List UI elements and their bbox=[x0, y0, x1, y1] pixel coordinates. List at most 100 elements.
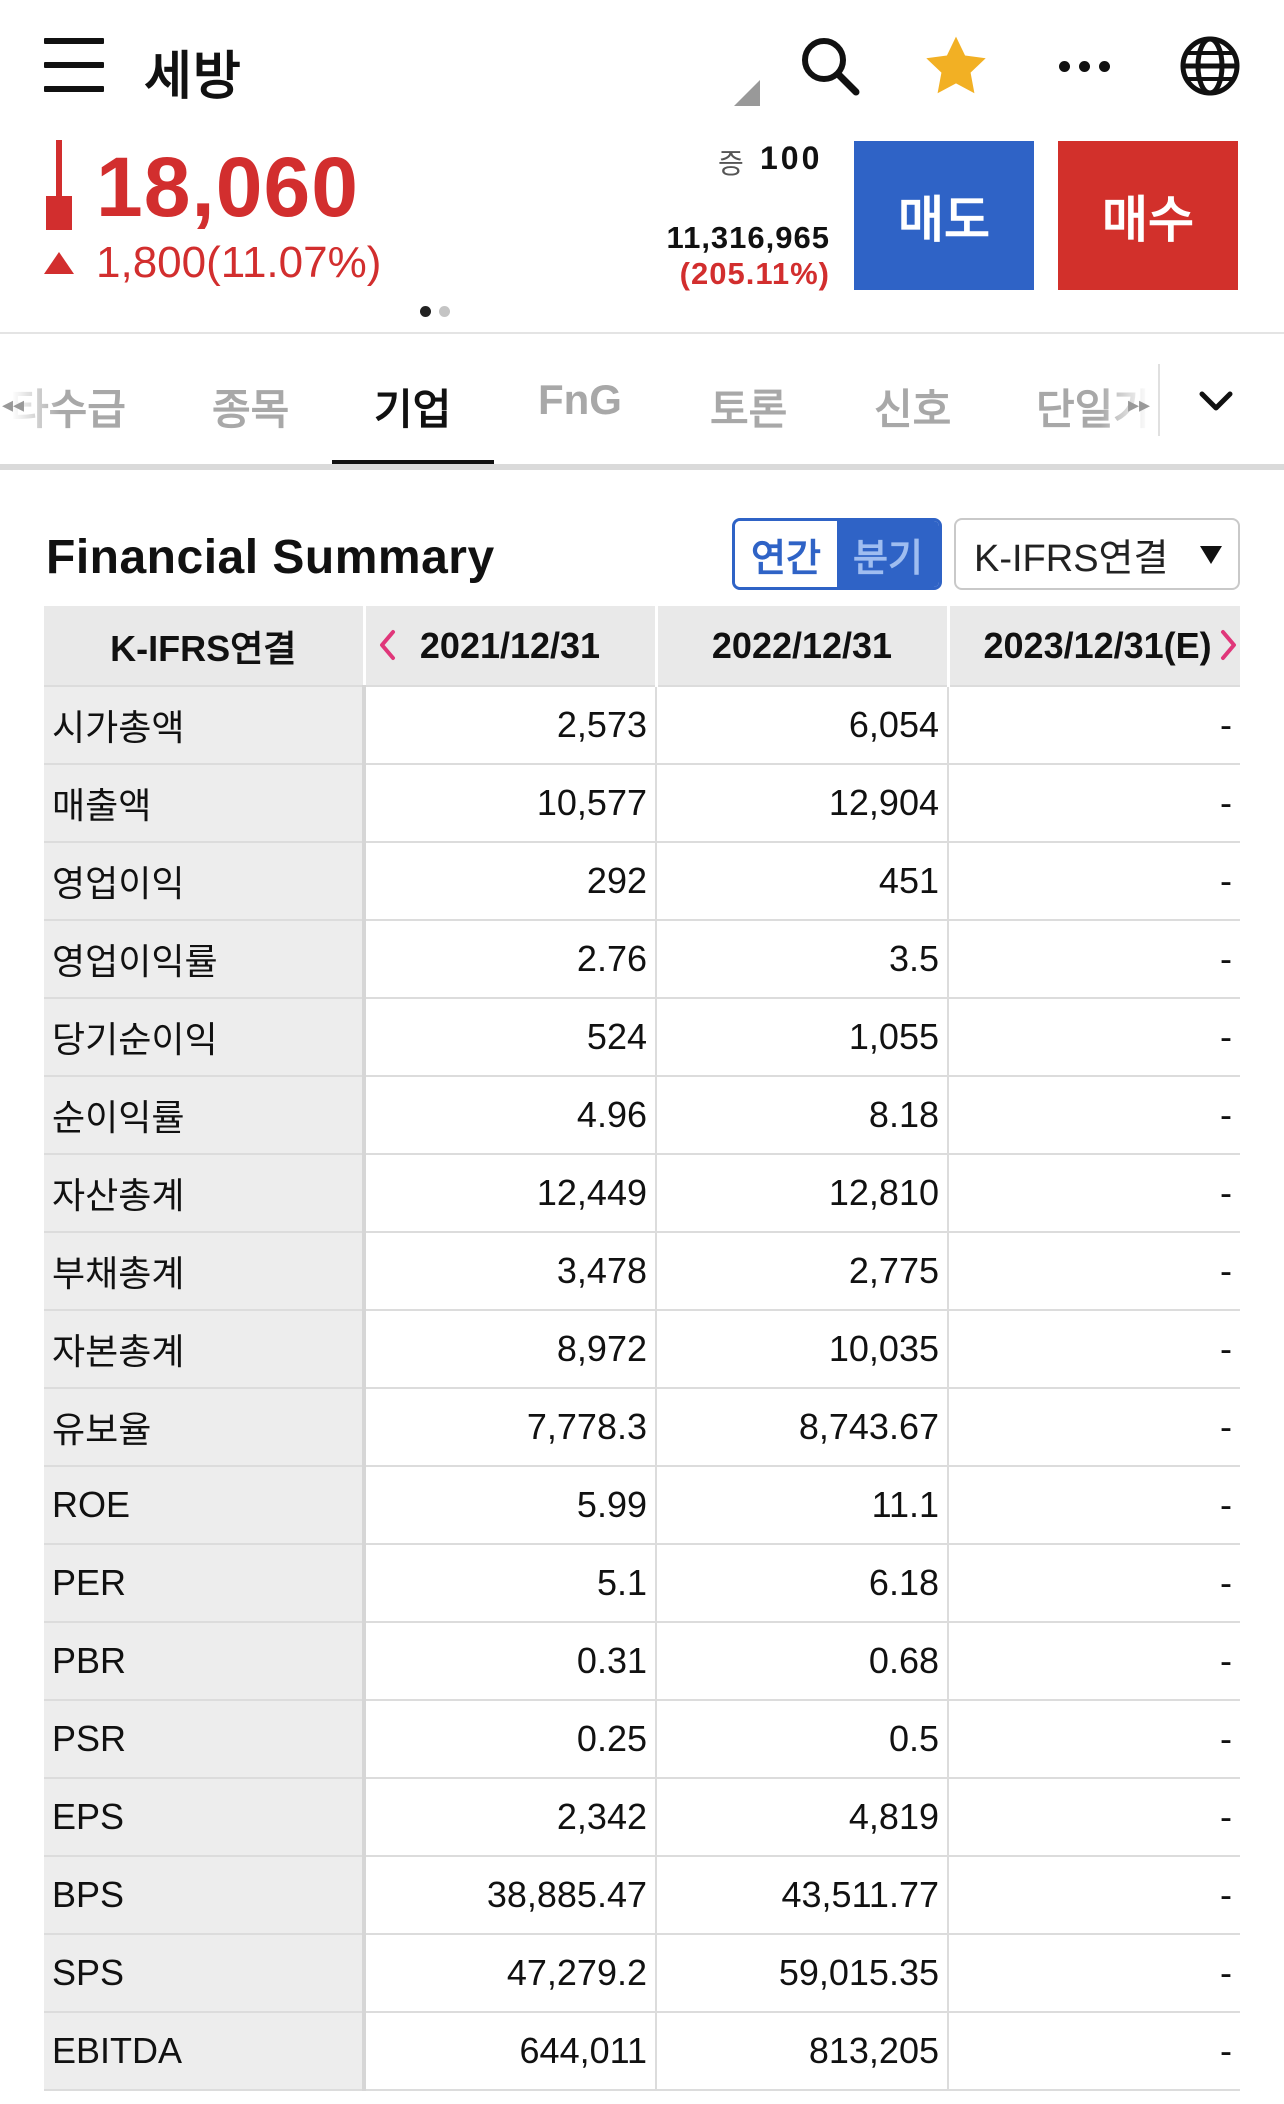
table-row: 자본총계 8,972 10,035- bbox=[44, 1310, 1240, 1389]
table-cell: 2,573 bbox=[364, 686, 657, 765]
page-indicator bbox=[420, 306, 450, 317]
table-cell: 644,011 bbox=[364, 2012, 657, 2091]
row-label: 당기순이익 bbox=[44, 998, 366, 1077]
table-cell: - bbox=[948, 1934, 1240, 2013]
table-row: 영업이익률 2.76 3.5- bbox=[44, 920, 1240, 999]
more-options-icon[interactable] bbox=[1048, 30, 1120, 102]
table-cell: 11.1 bbox=[656, 1466, 949, 1545]
table-cell: - bbox=[948, 1778, 1240, 1857]
tab-bar-divider bbox=[0, 464, 1284, 470]
table-row: 영업이익 292 451- bbox=[44, 842, 1240, 921]
table-row: PER 5.1 6.18- bbox=[44, 1544, 1240, 1623]
row-label: 매출액 bbox=[44, 764, 366, 843]
table-cell: - bbox=[948, 1232, 1240, 1311]
tab-discussion[interactable]: 토론 bbox=[710, 386, 788, 433]
table-cell: 524 bbox=[364, 998, 657, 1077]
row-label: 영업이익률 bbox=[44, 920, 366, 999]
hamburger-menu-icon[interactable] bbox=[44, 38, 104, 92]
row-label: BPS bbox=[44, 1856, 366, 1935]
column-header: 2022/12/31 bbox=[656, 606, 950, 687]
row-label: 부채총계 bbox=[44, 1232, 366, 1311]
up-triangle-icon bbox=[44, 252, 74, 274]
scroll-left-icon[interactable]: ◂◂ bbox=[2, 392, 25, 417]
tab-bar: 타수급 ◂◂ 종목 기업 FnG 토론 신호 단일가 ▸▸ bbox=[0, 334, 1284, 470]
table-cell: 5.1 bbox=[364, 1544, 657, 1623]
section-title: Financial Summary bbox=[46, 531, 495, 584]
price-change-text: 1,800(11.07%) bbox=[96, 238, 382, 287]
table-cell: - bbox=[948, 1466, 1240, 1545]
table-row: 부채총계 3,478 2,775- bbox=[44, 1232, 1240, 1311]
table-cell: - bbox=[948, 1622, 1240, 1701]
table-cell: 38,885.47 bbox=[364, 1856, 657, 1935]
table-cell: 6.18 bbox=[656, 1544, 949, 1623]
row-label: 순이익률 bbox=[44, 1076, 366, 1155]
table-cell: - bbox=[948, 1856, 1240, 1935]
table-header-row: K-IFRS연결 2021/12/31 2022/12/31 2023/12/3… bbox=[44, 606, 1240, 687]
search-icon[interactable] bbox=[794, 30, 866, 102]
chevron-down-icon[interactable] bbox=[1196, 382, 1236, 422]
table-cell: 8,743.67 bbox=[656, 1388, 949, 1467]
tab-signal[interactable]: 신호 bbox=[874, 386, 952, 433]
chevron-left-icon[interactable] bbox=[378, 628, 398, 662]
column-header: K-IFRS연결 bbox=[44, 606, 366, 687]
period-toggle[interactable]: 연간 분기 bbox=[732, 518, 942, 590]
corner-indicator-icon bbox=[734, 80, 760, 106]
scroll-right-icon[interactable]: ▸▸ bbox=[1128, 392, 1151, 417]
table-cell: 0.5 bbox=[656, 1700, 949, 1779]
tab-fng[interactable]: FnG bbox=[538, 376, 622, 423]
row-label: EBITDA bbox=[44, 2012, 366, 2091]
globe-icon[interactable] bbox=[1174, 30, 1246, 102]
table-row: EBITDA 644,011 813,205- bbox=[44, 2012, 1240, 2091]
accounting-standard-select[interactable]: K-IFRS연결 bbox=[954, 518, 1240, 590]
table-cell: - bbox=[948, 1076, 1240, 1155]
table-cell: - bbox=[948, 1154, 1240, 1233]
table-cell: 3,478 bbox=[364, 1232, 657, 1311]
stock-name[interactable]: 세방 bbox=[144, 48, 242, 106]
table-cell: 0.31 bbox=[364, 1622, 657, 1701]
table-cell: 2,342 bbox=[364, 1778, 657, 1857]
row-label: 자본총계 bbox=[44, 1310, 366, 1389]
table-row: EPS 2,342 4,819- bbox=[44, 1778, 1240, 1857]
current-price: 18,060 bbox=[96, 140, 359, 234]
table-cell: - bbox=[948, 920, 1240, 999]
table-cell: 451 bbox=[656, 842, 949, 921]
row-label: PER bbox=[44, 1544, 366, 1623]
volume-unit-value: 100 bbox=[760, 140, 823, 176]
app-header: 세방 bbox=[0, 0, 1284, 130]
table-cell: 813,205 bbox=[656, 2012, 949, 2091]
favorite-star-icon[interactable] bbox=[920, 30, 992, 102]
row-label: 유보율 bbox=[44, 1388, 366, 1467]
sell-button[interactable]: 매도 bbox=[854, 141, 1034, 290]
table-cell: 0.68 bbox=[656, 1622, 949, 1701]
table-cell: 2.76 bbox=[364, 920, 657, 999]
table-row: 시가총액 2,573 6,054- bbox=[44, 686, 1240, 765]
table-cell: 0.25 bbox=[364, 1700, 657, 1779]
table-row: PSR 0.25 0.5- bbox=[44, 1700, 1240, 1779]
table-cell: 43,511.77 bbox=[656, 1856, 949, 1935]
table-cell: 1,055 bbox=[656, 998, 949, 1077]
table-cell: - bbox=[948, 2012, 1240, 2091]
tab-stock[interactable]: 종목 bbox=[212, 386, 290, 433]
tab-company[interactable]: 기업 bbox=[374, 386, 452, 433]
table-cell: 10,577 bbox=[364, 764, 657, 843]
trading-volume-pct: (205.11%) bbox=[679, 256, 830, 291]
table-cell: 6,054 bbox=[656, 686, 949, 765]
table-cell: 2,775 bbox=[656, 1232, 949, 1311]
divider bbox=[0, 332, 1284, 334]
period-quarter-option[interactable]: 분기 bbox=[837, 521, 939, 587]
table-row: 순이익률 4.96 8.18- bbox=[44, 1076, 1240, 1155]
table-cell: 4.96 bbox=[364, 1076, 657, 1155]
table-cell: - bbox=[948, 1700, 1240, 1779]
buy-button[interactable]: 매수 bbox=[1058, 141, 1238, 290]
table-cell: 292 bbox=[364, 842, 657, 921]
accounting-standard-value: K-IFRS연결 bbox=[974, 537, 1169, 580]
chevron-right-icon[interactable] bbox=[1218, 628, 1238, 662]
price-change: 1,800(11.07%) bbox=[44, 238, 381, 288]
table-cell: 12,904 bbox=[656, 764, 949, 843]
period-annual-option[interactable]: 연간 bbox=[735, 521, 837, 587]
table-cell: - bbox=[948, 764, 1240, 843]
column-header: 2023/12/31(E) bbox=[948, 606, 1240, 687]
table-row: 유보율 7,778.3 8,743.67- bbox=[44, 1388, 1240, 1467]
table-row: ROE 5.99 11.1- bbox=[44, 1466, 1240, 1545]
financial-summary-table: K-IFRS연결 2021/12/31 2022/12/31 2023/12/3… bbox=[44, 606, 1240, 2091]
